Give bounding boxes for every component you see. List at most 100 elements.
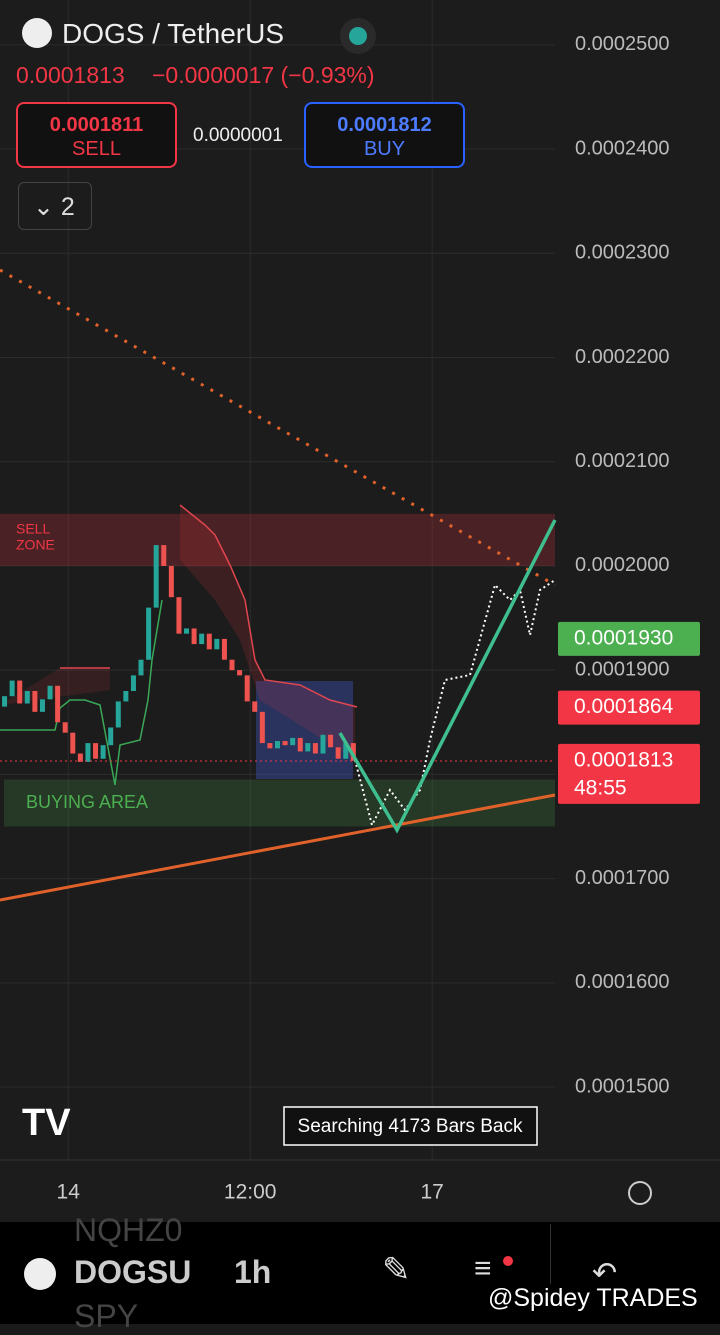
candle-body <box>267 743 273 749</box>
candle-body <box>282 741 288 746</box>
x-tick-label: 14 <box>57 1181 81 1204</box>
sell-button[interactable]: 0.0001811 SELL <box>16 102 177 168</box>
candle-body <box>297 737 303 752</box>
x-tick-label: 17 <box>420 1181 443 1204</box>
candle-body <box>153 545 159 608</box>
buy-price: 0.0001812 <box>337 114 432 136</box>
sell-label: SELL <box>72 138 121 160</box>
y-tick-label: 0.0001900 <box>575 658 670 680</box>
candle-body <box>47 685 53 700</box>
buy-button[interactable]: 0.0001812 BUY <box>304 102 465 168</box>
candle-body <box>350 743 356 761</box>
toolbar-symbol[interactable]: DOGSU <box>74 1254 192 1290</box>
logo: TV <box>22 1102 71 1144</box>
badge <box>503 1256 513 1266</box>
candle-body <box>100 745 106 759</box>
candle-body <box>237 670 243 676</box>
collapse-button[interactable]: ⌄ 2 <box>18 182 92 230</box>
zone <box>0 513 555 566</box>
candle-body <box>320 734 326 754</box>
chart-bg <box>0 0 720 1222</box>
status-text: Searching 4173 Bars Back <box>298 1116 523 1137</box>
sell-price: 0.0001811 <box>49 114 144 136</box>
candle-body <box>93 743 99 759</box>
status-dot-bg <box>340 18 376 54</box>
candle-body <box>17 680 23 704</box>
range-box <box>256 681 353 779</box>
price-label-bg <box>558 743 700 804</box>
price-label: 0.0001813 <box>574 748 673 771</box>
y-tick-label: 0.0002300 <box>575 242 670 264</box>
projection-path <box>354 579 556 828</box>
y-tick-label: 0.0002100 <box>575 450 670 472</box>
spread: 0.0000001 <box>193 125 283 146</box>
candle-body <box>252 701 258 712</box>
zone <box>4 779 555 827</box>
draw-tool[interactable]: ✎ <box>382 1251 411 1289</box>
projection-line <box>338 519 557 834</box>
x-tick-label: 12:00 <box>224 1181 277 1204</box>
candle-body <box>343 743 349 759</box>
candle-body <box>9 680 15 697</box>
y-tick-label: 0.0001500 <box>575 1075 670 1097</box>
candle-body <box>70 732 76 754</box>
zone-label: ZONE <box>16 537 55 553</box>
undo[interactable]: ↶ <box>592 1257 618 1290</box>
status-dot <box>349 27 367 45</box>
candle-body <box>161 545 167 566</box>
candle-body <box>221 638 227 660</box>
watermark: @Spidey TRADES <box>488 1284 698 1312</box>
candle-body <box>305 743 311 752</box>
candle-body <box>312 743 318 754</box>
support-line <box>0 793 556 902</box>
candle-body <box>214 638 220 650</box>
candle-body <box>191 628 197 645</box>
resistance-line <box>0 268 556 587</box>
candle-body <box>55 685 61 723</box>
interval[interactable]: 1h <box>234 1254 272 1290</box>
last-price: 0.0001813 <box>16 62 125 88</box>
trend-fill <box>180 505 355 760</box>
zone-label: SELL <box>16 521 50 537</box>
candle-body <box>259 711 265 744</box>
y-tick-label: 0.0001700 <box>575 867 670 889</box>
candle-body <box>24 690 30 704</box>
y-tick-label: 0.0002500 <box>575 33 670 55</box>
supertrend-down <box>179 504 358 708</box>
candle-body <box>138 659 144 676</box>
candle-body <box>335 747 341 759</box>
indicators[interactable]: ≡ <box>474 1252 492 1285</box>
ghost-symbol: NQHZ0 <box>74 1212 183 1248</box>
candle-body <box>206 633 212 650</box>
y-tick-label: 0.0001600 <box>575 971 670 993</box>
buy-label: BUY <box>363 138 406 160</box>
settings-icon[interactable] <box>628 1181 652 1205</box>
price-label-bg <box>558 621 700 656</box>
candle-body <box>32 690 38 712</box>
y-tick-label: 0.0002000 <box>575 554 670 576</box>
symbol-icon <box>24 1258 56 1290</box>
candle-body <box>184 628 190 634</box>
candle-body <box>130 675 136 691</box>
candle-body <box>108 727 114 746</box>
countdown: 48:55 <box>574 776 627 799</box>
collapse-count: 2 <box>60 193 75 221</box>
symbol: DOGS / TetherUS <box>62 18 285 49</box>
candle-body <box>328 734 334 748</box>
price-label: 0.0001930 <box>574 626 673 649</box>
candle-body <box>168 565 174 598</box>
candle-body <box>123 690 129 702</box>
candle-body <box>77 753 83 762</box>
candle-body <box>115 701 121 728</box>
candle-body <box>2 696 8 707</box>
candle-body <box>62 722 68 733</box>
price-change: −0.0000017 (−0.93%) <box>152 62 375 88</box>
separator <box>550 1224 551 1284</box>
y-tick-label: 0.0002200 <box>575 346 670 368</box>
candle-body <box>244 675 250 702</box>
candle-body <box>290 737 296 746</box>
price-label-bg <box>558 690 700 725</box>
ghost-symbol: SPY <box>74 1298 139 1334</box>
candle-body <box>229 659 235 671</box>
